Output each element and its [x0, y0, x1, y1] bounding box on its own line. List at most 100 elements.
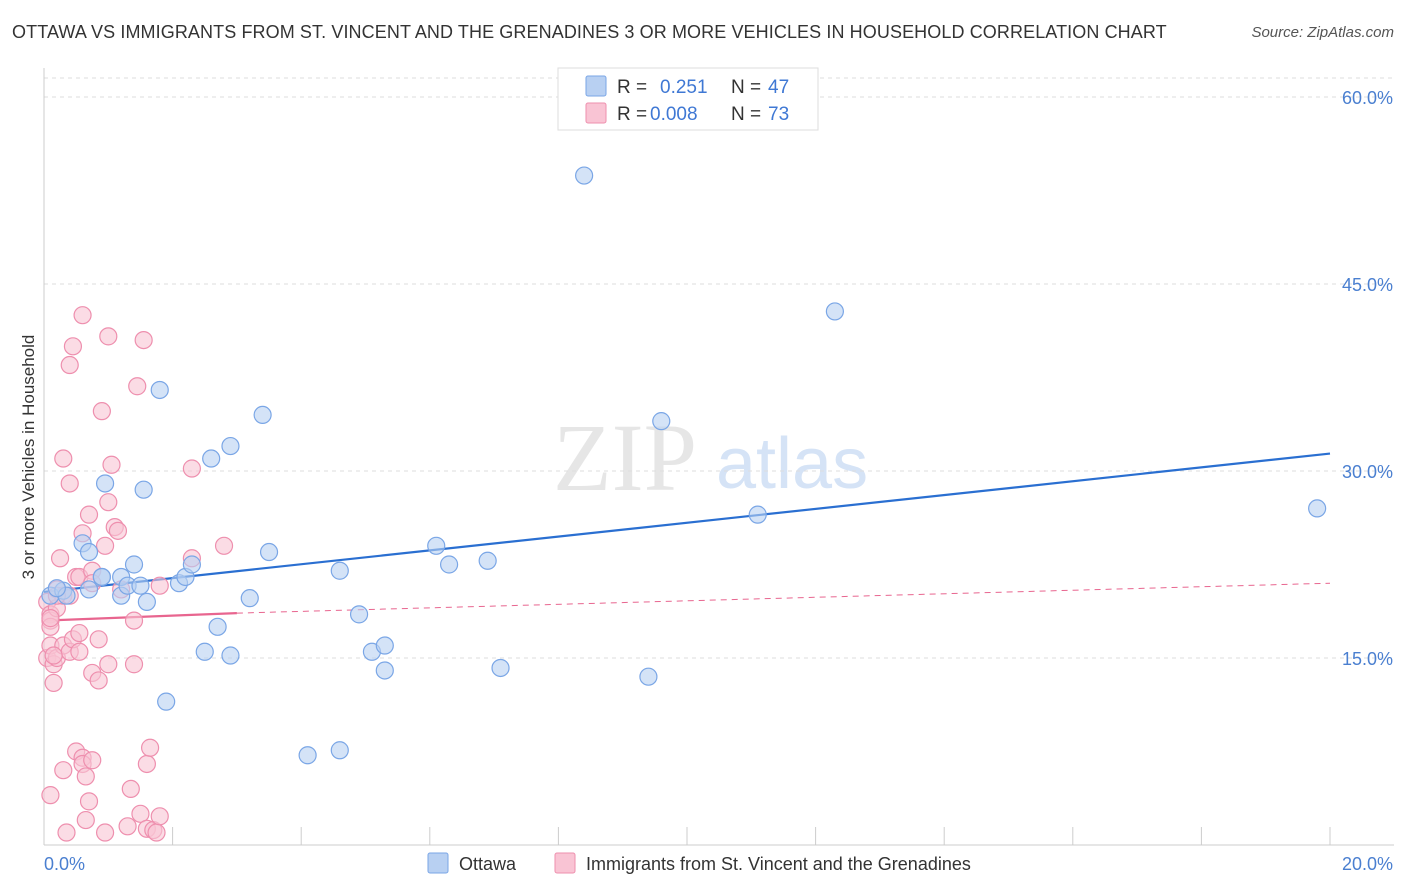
ottawa-point [157, 692, 176, 711]
svg-immigrant-point [95, 536, 115, 555]
ottawa-point [134, 480, 153, 499]
svg-immigrant-point [108, 521, 128, 540]
legend-n-label: N = [731, 77, 761, 98]
watermark-atlas: atlas [716, 424, 868, 504]
svg-immigrant-point [60, 474, 79, 493]
legend-r-label: R = [617, 104, 647, 125]
svg-immigrant-point [44, 646, 63, 665]
svg-immigrant-point [73, 306, 92, 325]
ottawa-point [131, 576, 150, 595]
svg-immigrant-point [79, 792, 99, 811]
ottawa-point [298, 746, 317, 765]
bottom-legend-svg: Immigrants from St. Vincent and the Gren… [586, 854, 971, 874]
svg-immigrant-point [54, 761, 73, 780]
ottawa-point [150, 380, 169, 400]
ottawa-point [195, 642, 214, 661]
ottawa-point [221, 436, 240, 456]
bottom-legend-swatch-svg [554, 852, 576, 874]
svg-immigrant-point [150, 807, 169, 826]
axes [43, 68, 1394, 846]
y-axis-label: 3 or more Vehicles in Household [19, 335, 38, 580]
ottawa-point [330, 561, 349, 580]
y-tick-label: 60.0% [1342, 88, 1393, 108]
svg-immigrant-point [63, 337, 83, 356]
ottawa-point [330, 741, 349, 760]
ottawa-point [124, 555, 144, 574]
svg-immigrant-point [99, 655, 118, 674]
ottawa-point [825, 302, 844, 321]
source-label: Source: ZipAtlas.com [1251, 24, 1394, 41]
ottawa-point [202, 449, 221, 468]
ottawa-point [375, 636, 394, 655]
legend-n-value: 47 [768, 77, 789, 98]
svg-immigrant-point [76, 767, 95, 786]
ottawa-point [427, 536, 446, 555]
svg-immigrant-point [118, 817, 137, 836]
legend-swatch-ottawa [585, 75, 607, 97]
legend-n-label: N = [731, 104, 761, 125]
ottawa-point [478, 551, 497, 570]
y-tick-label: 45.0% [1342, 275, 1393, 295]
svg-immigrant-point [89, 630, 108, 649]
svg-immigrant-point [134, 331, 153, 350]
correlation-legend: R = 0.251 N = 47 R = 0.008 N = 73 [557, 67, 819, 131]
legend-r-value: 0.008 [650, 104, 698, 125]
ottawa-point [208, 617, 227, 636]
svg-immigrant-point [50, 549, 70, 568]
svg-immigrant-point [182, 459, 201, 478]
svg-immigrant-point [131, 804, 150, 823]
ottawa-point [748, 505, 767, 524]
svg-immigrant-point [70, 642, 89, 661]
ottawa-point [79, 542, 99, 562]
ottawa-point [639, 667, 658, 686]
svg-immigrant-point [79, 505, 99, 524]
svg-immigrant-point [99, 327, 118, 346]
ottawa-point [95, 474, 115, 493]
ottawa-point [137, 592, 156, 612]
ottawa-point [1308, 499, 1327, 518]
svg-immigrant-point [41, 609, 60, 628]
ottawa-point [375, 661, 394, 680]
legend-r-value: 0.251 [660, 77, 708, 98]
x-tick-label: 20.0% [1342, 854, 1393, 874]
watermark-zip: ZIP [553, 404, 697, 511]
legend-n-value: 73 [768, 104, 789, 125]
ottawa-point [491, 658, 510, 678]
ottawa-point [575, 166, 594, 185]
svg-immigrant-point [83, 751, 102, 770]
svg-immigrant-point [124, 611, 144, 630]
svg-immigrant-point [89, 671, 108, 690]
svg-immigrant-point [95, 823, 115, 842]
svg-immigrant-point [124, 655, 144, 674]
ottawa-point [439, 555, 459, 574]
svg-immigrant-point [147, 823, 166, 842]
ottawa-point [349, 605, 369, 624]
svg-immigrant-point [92, 402, 111, 421]
ottawa-point [79, 580, 99, 599]
svg-immigrant-point [41, 786, 60, 805]
series-legend: Ottawa Immigrants from St. Vincent and t… [427, 852, 971, 874]
ottawa-point [221, 646, 240, 665]
data-points [38, 166, 1327, 842]
ottawa-point [240, 589, 259, 608]
svg-immigrant-point [99, 493, 118, 512]
bottom-legend-ottawa: Ottawa [459, 854, 517, 874]
svg-immigrant-point [150, 576, 169, 595]
y-tick-label: 15.0% [1342, 649, 1393, 669]
x-tick-label: 0.0% [44, 854, 85, 874]
svg-immigrant-point [70, 623, 89, 643]
ottawa-point [182, 555, 201, 574]
svg-immigrant-point [44, 673, 63, 693]
svg-immigrant-point [128, 377, 147, 396]
bottom-legend-swatch-ottawa [427, 852, 449, 874]
ottawa-point [92, 567, 111, 587]
svg-trend-line-extended [236, 582, 1331, 614]
ottawa-point [259, 542, 279, 562]
ottawa-point [652, 412, 671, 431]
svg-immigrant-point [137, 754, 156, 774]
svg-immigrant-point [214, 536, 234, 555]
svg-immigrant-point [60, 355, 79, 375]
legend-r-label: R = [617, 77, 647, 98]
chart-title: OTTAWA VS IMMIGRANTS FROM ST. VINCENT AN… [12, 22, 1167, 42]
